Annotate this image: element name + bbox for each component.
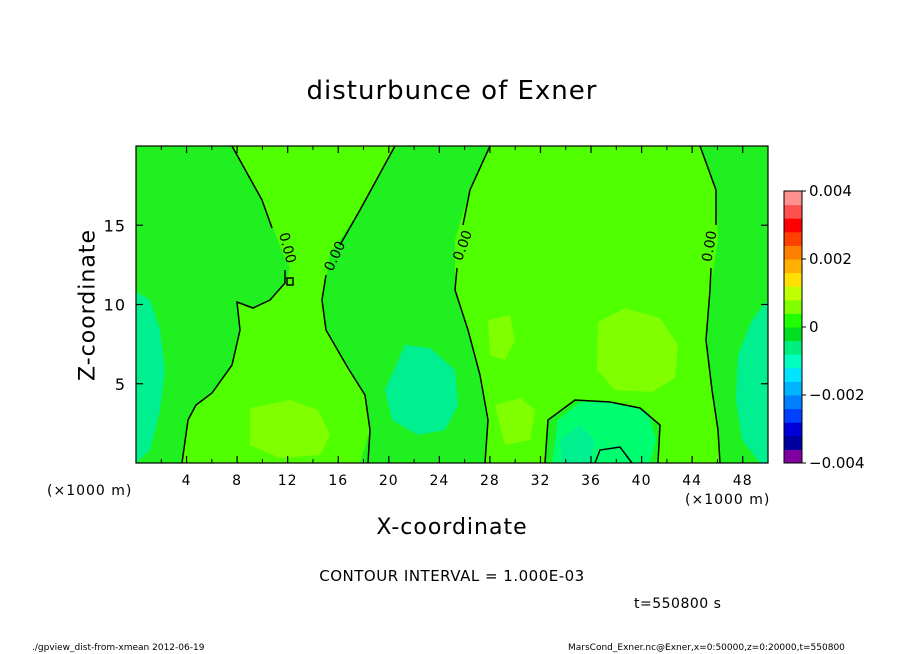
contour-line (454, 146, 491, 463)
x-tick-label: 20 (379, 473, 399, 489)
x-axis: 4 8 12 16 20 24 28 32 36 40 44 48 (160, 146, 753, 489)
negative-region-left-edge (136, 292, 165, 463)
negative-region-core (560, 425, 595, 463)
x-tick-label: 36 (581, 473, 601, 489)
colorbar-swatch (784, 449, 802, 464)
colorbar-tick-label: −0.002 (809, 386, 865, 404)
positive-patch-1 (250, 400, 330, 458)
y-axis-unit: (×1000 m) (47, 483, 133, 499)
contour-label: 0.00 (275, 231, 299, 265)
x-tick-label: 4 (182, 473, 192, 489)
colorbar-swatch (784, 245, 802, 260)
colorbar-swatch (784, 259, 802, 274)
x-tick-label: 28 (480, 473, 500, 489)
x-tick-label: 44 (682, 473, 702, 489)
colorbar-swatch (784, 340, 802, 355)
colorbar-tick-label: 0 (809, 318, 819, 336)
contour-line (286, 277, 294, 286)
positive-patch-4 (495, 398, 535, 445)
colorbar-swatch (784, 435, 802, 450)
time-stamp: t=550800 s (634, 596, 722, 612)
colorbar-swatch (784, 231, 802, 246)
footer-left: ./gpview_dist-from-xmean 2012-06-19 (32, 643, 205, 653)
x-tick-label: 40 (632, 473, 652, 489)
y-tick-label: 5 (115, 375, 126, 394)
chart-title: disturbunce of Exner (306, 76, 598, 106)
colorbar-swatch (784, 313, 802, 328)
filled-contours (136, 146, 768, 463)
y-tick-label: 15 (104, 216, 126, 235)
positive-region-left (182, 146, 395, 463)
colorbar-swatch (784, 422, 802, 437)
colorbar-swatch (784, 354, 802, 369)
positive-patch-3 (597, 308, 678, 392)
x-axis-unit: (×1000 m) (685, 492, 771, 508)
x-tick-label: 16 (328, 473, 348, 489)
negative-region-right-edge (736, 300, 768, 463)
colorbar-swatch (784, 191, 802, 206)
colorbar-swatch (784, 204, 802, 219)
positive-patch-2 (488, 315, 515, 360)
colorbar-swatch (784, 408, 802, 423)
colorbar-swatch (784, 327, 802, 342)
zero-contours (181, 146, 721, 463)
x-tick-label: 48 (733, 473, 753, 489)
y-tick-label: 10 (104, 296, 126, 315)
colorbar: 0.004 0.002 0 −0.002 −0.004 (783, 182, 865, 472)
contour-label: 0.00 (699, 230, 720, 263)
x-axis-title: X-coordinate (376, 515, 528, 540)
x-tick-label: 12 (278, 473, 298, 489)
colorbar-swatch (784, 299, 802, 314)
footer-right: MarsCond_Exner.nc@Exner,x=0:50000,z=0:20… (568, 643, 845, 653)
negative-region-center (385, 345, 458, 435)
colorbar-tick-label: 0.004 (809, 182, 852, 200)
contour-line (321, 146, 396, 463)
contour-line (594, 446, 633, 463)
y-axis: 5 10 15 (104, 216, 768, 394)
contour-line (181, 146, 286, 463)
colorbar-swatch (784, 381, 802, 396)
colorbar-swatch (784, 272, 802, 287)
colorbar-swatch (784, 218, 802, 233)
colorbar-swatch (784, 367, 802, 382)
contour-line (699, 146, 721, 463)
contour-line (544, 399, 661, 463)
x-tick-label: 32 (531, 473, 551, 489)
x-tick-label: 8 (232, 473, 242, 489)
x-tick-label: 24 (429, 473, 449, 489)
colorbar-swatch (784, 286, 802, 301)
colorbar-tick-label: −0.004 (809, 454, 865, 472)
y-axis-title: Z-coordinate (75, 229, 101, 381)
contour-interval-note: CONTOUR INTERVAL = 1.000E-03 (319, 567, 585, 585)
colorbar-swatch (784, 395, 802, 410)
colorbar-tick-label: 0.002 (809, 250, 852, 268)
